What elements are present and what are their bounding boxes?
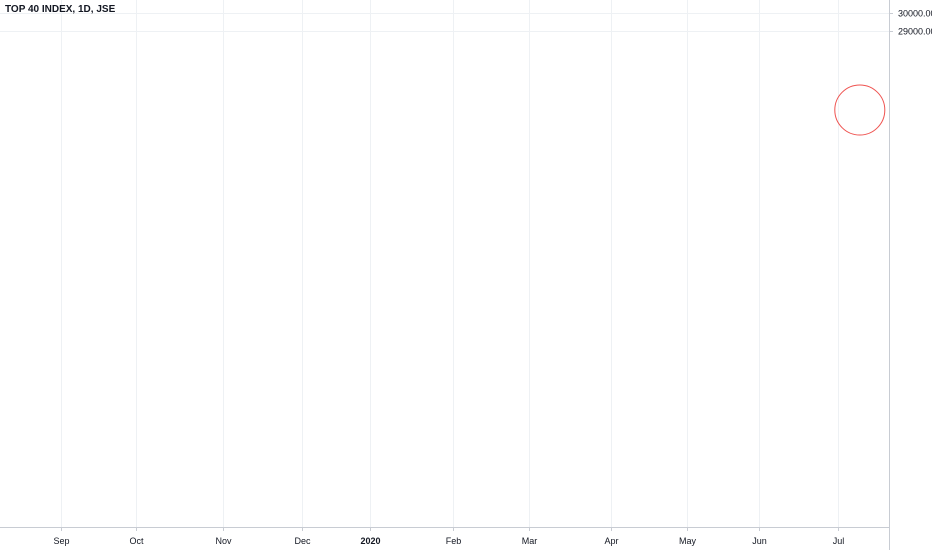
price-tick-label: 31000.00 bbox=[898, 0, 932, 2]
time-tick-label: Jul bbox=[833, 536, 845, 546]
price-tick-label: 29000.00 bbox=[898, 27, 932, 37]
time-tick-label: Apr bbox=[604, 536, 618, 546]
price-tick-label: 30000.00 bbox=[898, 9, 932, 19]
overlay bbox=[834, 84, 886, 136]
time-axis[interactable]: Sep Oct Nov Dec 2020 Feb Mar Apr May Jun Jul bbox=[53, 527, 844, 546]
time-tick-label: Mar bbox=[522, 536, 538, 546]
grid-layer bbox=[0, 0, 889, 527]
time-tick-label: Jun bbox=[752, 536, 767, 546]
time-tick-label: May bbox=[679, 536, 697, 546]
highlight-circle bbox=[834, 84, 886, 136]
time-tick-label: Feb bbox=[446, 536, 462, 546]
price-axis[interactable]: 29000.0030000.0031000.0032000.0033000.00… bbox=[889, 0, 932, 37]
time-tick-label: Dec bbox=[294, 536, 311, 546]
chart-title: TOP 40 INDEX, 1D, JSE bbox=[5, 4, 116, 15]
time-tick-label: Nov bbox=[215, 536, 232, 546]
time-tick-label: Sep bbox=[53, 536, 69, 546]
time-tick-label: Oct bbox=[129, 536, 144, 546]
time-tick-label: 2020 bbox=[360, 536, 380, 546]
